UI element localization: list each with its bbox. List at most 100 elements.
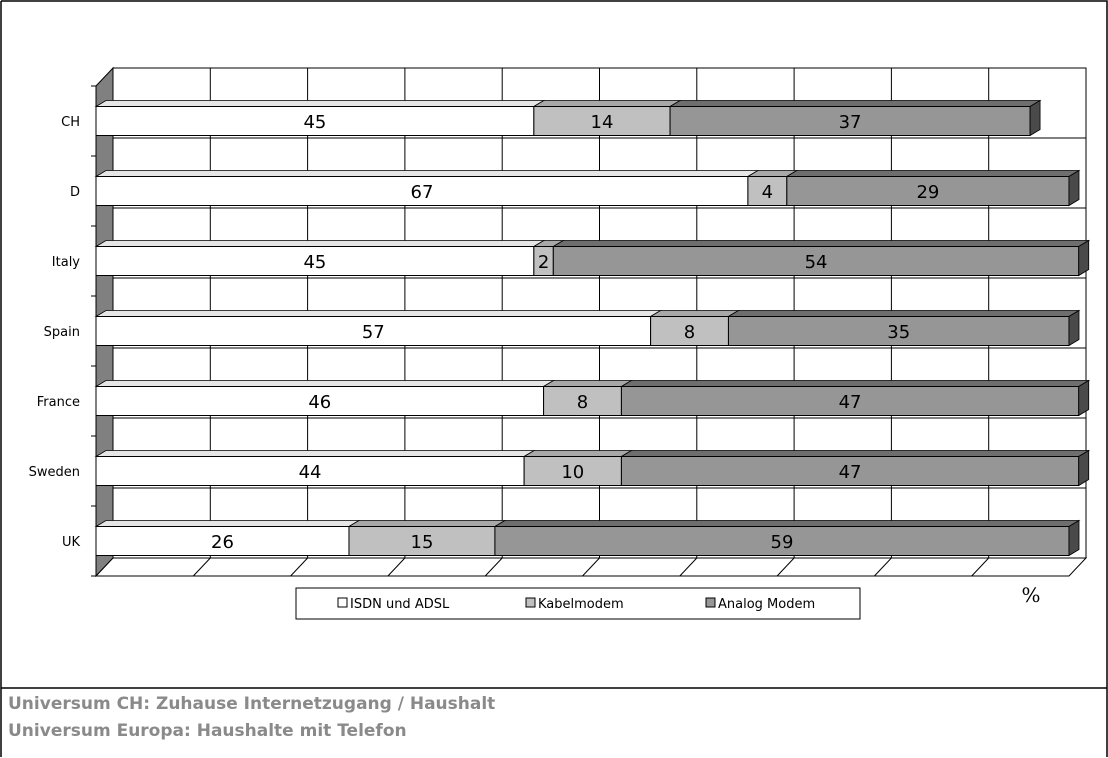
data-label: 4 — [762, 182, 773, 203]
category-label: UK — [62, 535, 81, 550]
data-label: 29 — [916, 182, 939, 203]
data-label: 8 — [577, 392, 588, 413]
x-axis-unit-label: % — [1021, 583, 1040, 607]
chart-legend: ISDN und ADSL Kabelmodem Analog Modem — [295, 587, 861, 620]
bar-top — [94, 380, 556, 387]
bar-top — [94, 520, 361, 527]
gridline-floor — [582, 557, 600, 577]
data-label: 67 — [411, 182, 434, 203]
category-label: D — [70, 185, 80, 200]
data-label: 45 — [303, 252, 326, 273]
data-label: 57 — [362, 322, 385, 343]
bar-top — [94, 310, 663, 317]
bar-top — [493, 520, 1081, 527]
bar-group-france: 46 8 47 — [94, 379, 1091, 417]
y-axis-labels: CH D Italy Spain France Sweden UK — [29, 115, 81, 550]
data-label: 44 — [299, 462, 322, 483]
legend-swatch — [337, 597, 348, 608]
bar-top — [542, 380, 633, 387]
gridline-floor — [874, 557, 892, 577]
bar-side — [1078, 239, 1090, 277]
legend-label: Analog Modem — [718, 597, 815, 612]
bar-top — [94, 450, 536, 457]
bar-group-sweden: 44 10 47 — [94, 449, 1091, 487]
category-label: Sweden — [29, 465, 80, 480]
data-label: 14 — [591, 112, 614, 133]
caption-line-1: Universum CH: Zuhause Internetzugang / H… — [8, 694, 496, 714]
data-label: 45 — [303, 112, 326, 133]
bar-top — [727, 310, 1081, 317]
bar-group-uk: 26 15 59 — [94, 519, 1081, 557]
bar-top — [551, 240, 1091, 247]
category-label: CH — [61, 115, 80, 130]
bar-top — [785, 170, 1081, 177]
gridline-floor — [679, 557, 698, 577]
data-label: 26 — [211, 532, 234, 553]
gridline-floor — [387, 557, 406, 577]
bar-top — [532, 100, 682, 107]
bar-segment — [95, 526, 350, 556]
legend-swatch — [525, 597, 536, 608]
gridline-floor — [776, 557, 795, 577]
gridline-floor — [971, 557, 990, 577]
bar-side — [1029, 99, 1041, 137]
data-label: 47 — [839, 462, 862, 483]
bar-side — [1068, 169, 1080, 207]
bar-top — [649, 310, 740, 317]
data-label: 2 — [538, 252, 549, 273]
bar-group-spain: 57 8 35 — [94, 309, 1081, 347]
bar-top — [619, 450, 1091, 457]
bar-segment — [348, 526, 496, 556]
stacked-bar-chart: 45 14 37 67 4 29 45 2 54 57 8 35 46 8 47 44 10 47 26 15 59 C… — [29, 66, 1091, 620]
bar-top — [347, 520, 507, 527]
data-label: 54 — [805, 252, 828, 273]
caption-line-2: Universum Europa: Haushalte mit Telefon — [8, 721, 407, 741]
data-label: 37 — [839, 112, 862, 133]
bar-segment — [95, 106, 535, 136]
bar-top — [94, 240, 546, 247]
bar-segment — [786, 176, 1070, 206]
gridline-floor — [192, 557, 211, 577]
bar-top — [668, 100, 1042, 107]
bar-segment — [727, 316, 1070, 346]
category-label: Italy — [52, 255, 81, 270]
legend-box — [295, 587, 861, 620]
bar-segment — [494, 526, 1070, 556]
bar-group-italy: 45 2 54 — [94, 239, 1091, 277]
bar-group-ch: 45 14 37 — [94, 99, 1042, 137]
bar-top — [94, 100, 546, 107]
bar-segment — [533, 106, 671, 136]
bar-segment — [95, 176, 749, 206]
bar-top — [522, 450, 633, 457]
legend-label: Kabelmodem — [538, 597, 624, 612]
bar-top — [619, 380, 1091, 387]
bar-top — [94, 170, 760, 177]
data-label: 59 — [771, 532, 794, 553]
gridline-floor — [484, 557, 503, 577]
bar-side — [1078, 449, 1090, 487]
bar-side — [1068, 309, 1080, 347]
bar-side — [1068, 519, 1080, 557]
bar-segment — [95, 316, 652, 346]
bar-segment — [650, 316, 729, 346]
gridline-floor — [290, 557, 308, 577]
category-label: Spain — [44, 325, 80, 340]
bar-segment — [95, 456, 525, 486]
bar-side — [1078, 379, 1090, 417]
bar-segment — [552, 246, 1080, 276]
data-label: 10 — [561, 462, 584, 483]
legend-swatch — [705, 597, 716, 608]
data-label: 15 — [411, 532, 434, 553]
bar-segment — [543, 386, 622, 416]
bar-segment — [620, 456, 1080, 486]
data-label: 47 — [839, 392, 862, 413]
data-label: 8 — [684, 322, 695, 343]
bar-segment — [747, 176, 788, 206]
category-label: France — [37, 395, 80, 410]
data-label: 46 — [308, 392, 331, 413]
data-label: 35 — [887, 322, 910, 343]
chart-bars: 45 14 37 67 4 29 45 2 54 57 8 35 46 8 47 44 10 47 26 15 59 — [94, 99, 1091, 557]
legend-label: ISDN und ADSL — [350, 597, 450, 612]
bar-group-d: 67 4 29 — [94, 169, 1081, 207]
